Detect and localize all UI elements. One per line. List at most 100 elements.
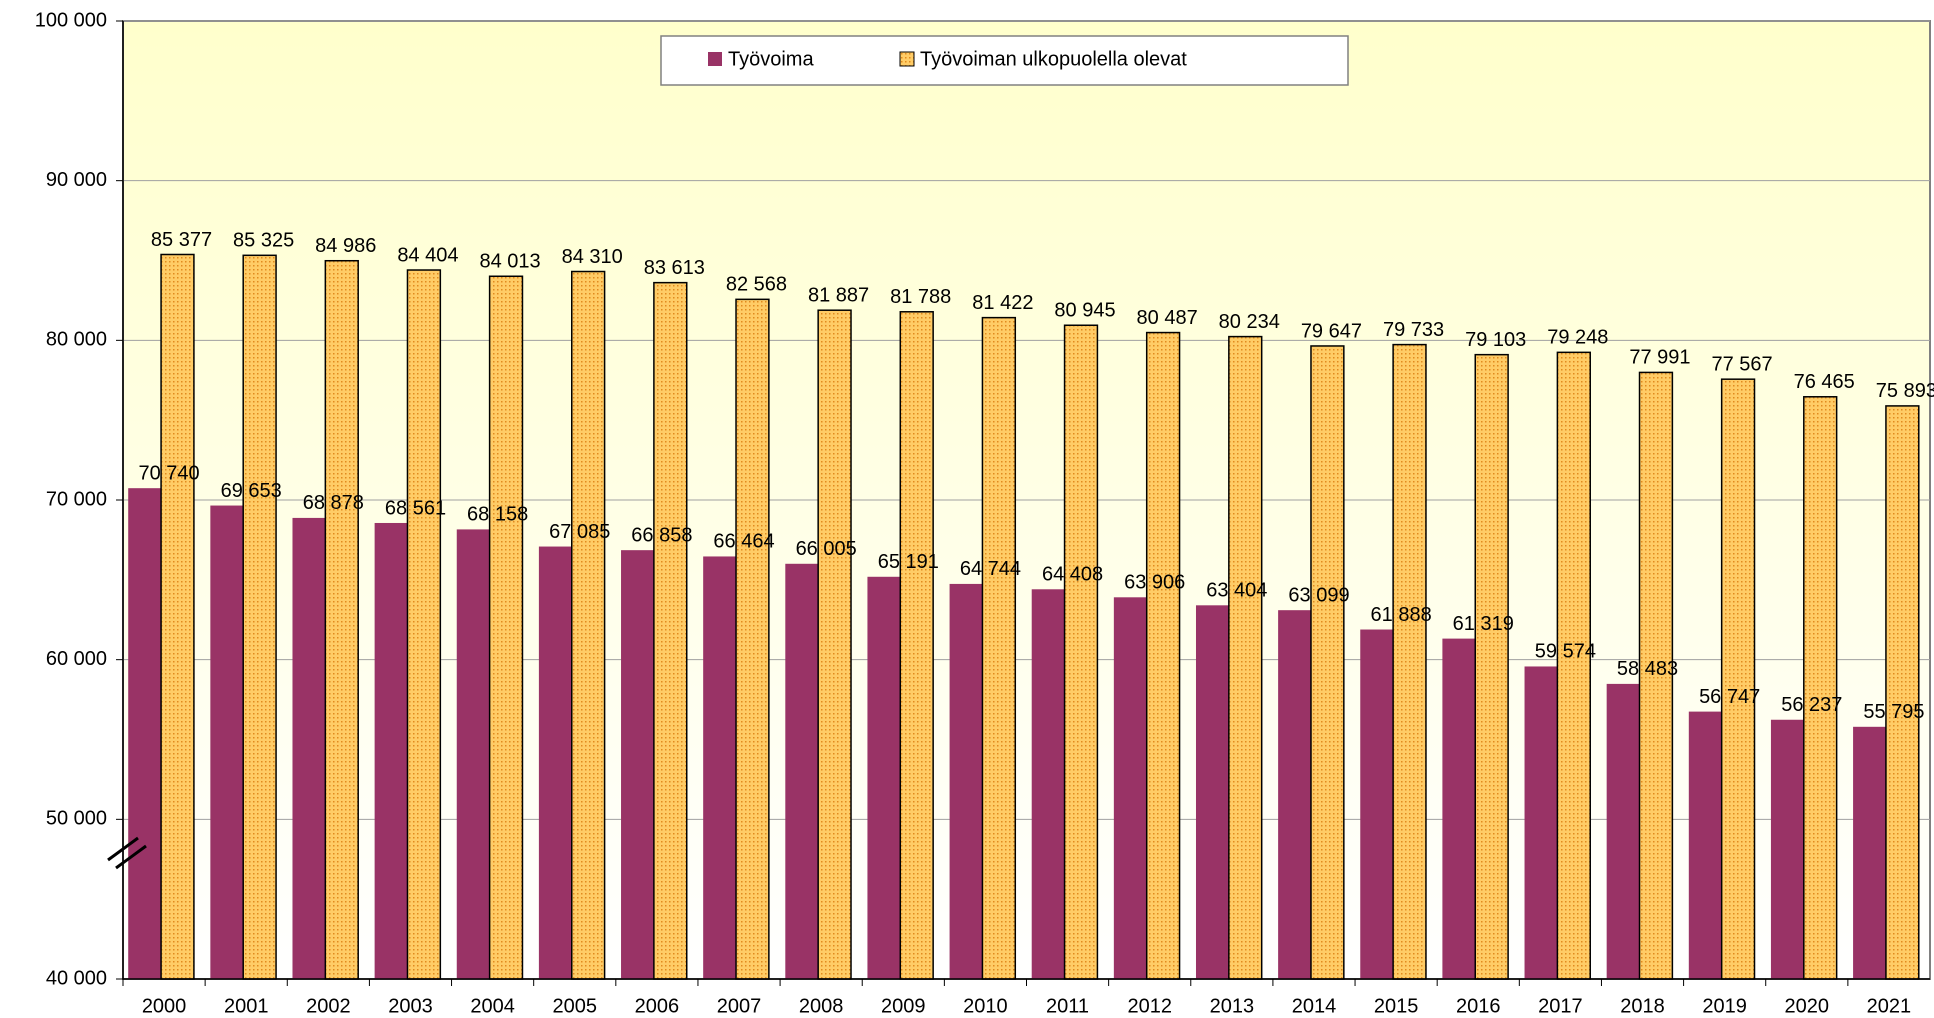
value-label: 69 653 [221,480,282,502]
x-tick-label: 2005 [553,995,598,1017]
x-tick-label: 2001 [224,995,269,1017]
x-tick-label: 2018 [1620,995,1665,1017]
bar [1063,324,1099,980]
value-label: 59 574 [1535,641,1596,663]
value-label: 66 464 [713,531,774,553]
value-label: 84 986 [315,235,376,257]
bar [1392,343,1427,980]
bar [1720,378,1756,980]
bar [1885,405,1920,980]
bar [735,298,770,980]
bar [1278,610,1311,979]
bar [1770,719,1804,979]
value-label: 68 158 [467,504,528,526]
x-tick-label: 2017 [1538,995,1583,1017]
value-label: 68 561 [385,497,446,519]
bar [406,269,442,980]
value-label: 85 325 [233,230,294,252]
x-tick-label: 2010 [963,995,1008,1017]
bar [538,546,572,979]
value-label: 84 310 [562,246,623,268]
bar [1113,597,1147,979]
x-tick-label: 2021 [1867,995,1912,1017]
value-label: 58 483 [1617,658,1678,680]
y-tick-label: 90 000 [46,169,107,191]
x-tick-label: 2003 [388,995,433,1017]
x-tick-label: 2012 [1127,995,1172,1017]
x-tick-label: 2006 [635,995,680,1017]
bar [292,517,326,979]
y-tick-label: 50 000 [46,808,107,830]
bar [1360,629,1394,979]
bar [1524,666,1558,979]
bar [653,281,688,980]
x-tick-label: 2002 [306,995,351,1017]
bar [128,488,162,979]
bar [456,529,490,979]
bar [1145,331,1181,980]
value-label: 84 013 [479,251,540,273]
y-tick-label: 100 000 [35,9,107,31]
bar [899,311,934,980]
value-label: 77 991 [1629,347,1690,369]
bar [571,270,606,980]
legend-swatch [708,52,722,66]
value-label: 63 906 [1124,572,1185,594]
bar [703,556,737,979]
bar [374,522,408,979]
value-label: 79 647 [1301,320,1362,342]
y-tick-label: 60 000 [46,648,107,670]
bar [949,583,983,979]
x-tick-label: 2014 [1292,995,1337,1017]
bar [1688,711,1722,979]
bar [324,259,359,980]
value-label: 56 237 [1781,694,1842,716]
value-label: 80 945 [1054,300,1115,322]
x-tick-label: 2007 [717,995,762,1017]
value-label: 84 404 [397,244,458,266]
value-label: 80 234 [1219,311,1280,333]
bar [1442,638,1476,979]
bar [488,275,524,980]
value-label: 79 733 [1383,319,1444,341]
value-label: 55 795 [1863,701,1924,723]
bar [981,316,1017,980]
bar [817,309,852,980]
value-label: 76 465 [1794,371,1855,393]
value-label: 79 248 [1547,327,1608,349]
legend-label: Työvoima [728,48,814,70]
value-label: 83 613 [644,257,705,279]
x-tick-label: 2016 [1456,995,1501,1017]
value-label: 61 319 [1453,613,1514,635]
y-tick-label: 40 000 [46,967,107,989]
bar [1803,396,1838,980]
x-tick-label: 2020 [1785,995,1830,1017]
value-label: 82 568 [726,274,787,296]
y-tick-label: 70 000 [46,488,107,510]
bar [1638,371,1674,980]
value-label: 80 487 [1137,307,1198,329]
x-tick-label: 2008 [799,995,844,1017]
x-tick-label: 2000 [142,995,187,1017]
bar [1606,683,1640,979]
bar [242,254,277,980]
bar [1853,726,1886,979]
bar [1031,589,1065,979]
value-label: 70 740 [138,462,199,484]
x-tick-label: 2019 [1702,995,1747,1017]
value-label: 85 377 [151,229,212,251]
bar [867,576,901,979]
value-label: 77 567 [1712,353,1773,375]
legend-swatch [899,51,915,67]
bar [1195,605,1229,979]
x-tick-label: 2011 [1046,995,1089,1017]
bar [1228,335,1263,980]
value-label: 75 893 [1876,380,1934,402]
value-label: 81 887 [808,284,869,306]
x-tick-label: 2015 [1374,995,1419,1017]
bar [1556,351,1591,980]
value-label: 63 404 [1206,580,1267,602]
value-label: 63 099 [1288,584,1349,606]
x-tick-label: 2013 [1210,995,1255,1017]
